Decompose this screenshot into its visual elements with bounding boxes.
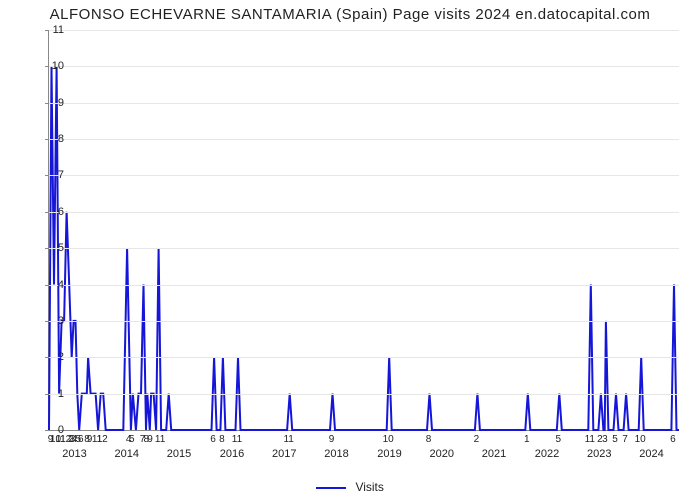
ytick-label: 10 — [34, 60, 64, 72]
xtick-year: 2014 — [115, 448, 139, 460]
xtick-sublabel: 10 — [635, 434, 646, 445]
legend: Visits — [0, 480, 700, 494]
ytick-label: 9 — [34, 97, 64, 109]
gridline-h — [49, 394, 679, 395]
ytick-label: 4 — [34, 279, 64, 291]
xtick-year: 2017 — [272, 448, 296, 460]
xtick-sublabel: 11 — [232, 434, 242, 445]
xtick-sublabel: 6 — [78, 434, 84, 445]
gridline-h — [49, 285, 679, 286]
gridline-h — [49, 103, 679, 104]
xtick-sublabel: 1 — [524, 434, 530, 445]
xtick-sublabel: 5 — [612, 434, 618, 445]
ytick-label: 8 — [34, 133, 64, 145]
xtick-sublabel: 11 — [283, 434, 293, 445]
ytick-label: 3 — [34, 315, 64, 327]
xtick-year: 2013 — [62, 448, 86, 460]
gridline-h — [49, 212, 679, 213]
gridline-h — [49, 139, 679, 140]
xtick-sublabel: 9 — [147, 434, 153, 445]
legend-swatch — [316, 487, 346, 489]
gridline-h — [49, 66, 679, 67]
xtick-year: 2016 — [220, 448, 244, 460]
gridline-h — [49, 321, 679, 322]
xtick-sublabel: 5 — [129, 434, 135, 445]
gridline-h — [49, 357, 679, 358]
xtick-sublabel: 5 — [556, 434, 562, 445]
plot-area — [48, 30, 679, 431]
gridline-h — [49, 175, 679, 176]
ytick-label: 6 — [34, 206, 64, 218]
xtick-sublabel: 3 — [602, 434, 608, 445]
ytick-label: 5 — [34, 242, 64, 254]
xtick-sublabel: 11 — [585, 434, 595, 445]
ytick-label: 11 — [34, 24, 64, 36]
xtick-year: 2024 — [639, 448, 663, 460]
xtick-sublabel: 2 — [474, 434, 480, 445]
chart-container: ALFONSO ECHEVARNE SANTAMARIA (Spain) Pag… — [0, 0, 700, 500]
xtick-sublabel: 11 — [155, 434, 165, 445]
xtick-year: 2015 — [167, 448, 191, 460]
chart-title: ALFONSO ECHEVARNE SANTAMARIA (Spain) Pag… — [0, 6, 700, 23]
xtick-sublabel: 7 — [622, 434, 628, 445]
xtick-sublabel: 6 — [670, 434, 676, 445]
xtick-year: 2019 — [377, 448, 401, 460]
xtick-sublabel: 9 — [329, 434, 335, 445]
xtick-sublabel: 8 — [219, 434, 225, 445]
line-series — [49, 30, 679, 430]
ytick-label: 2 — [34, 351, 64, 363]
legend-label: Visits — [355, 480, 383, 494]
xtick-year: 2020 — [430, 448, 454, 460]
xtick-year: 2022 — [535, 448, 559, 460]
xtick-sublabel: 12 — [97, 434, 108, 445]
xtick-sublabel: 6 — [210, 434, 216, 445]
ytick-label: 7 — [34, 169, 64, 181]
xtick-year: 2021 — [482, 448, 506, 460]
xtick-sublabel: 8 — [426, 434, 432, 445]
xtick-year: 2018 — [324, 448, 348, 460]
ytick-label: 1 — [34, 388, 64, 400]
gridline-h — [49, 248, 679, 249]
xtick-year: 2023 — [587, 448, 611, 460]
gridline-h — [49, 30, 679, 31]
xtick-sublabel: 10 — [383, 434, 394, 445]
